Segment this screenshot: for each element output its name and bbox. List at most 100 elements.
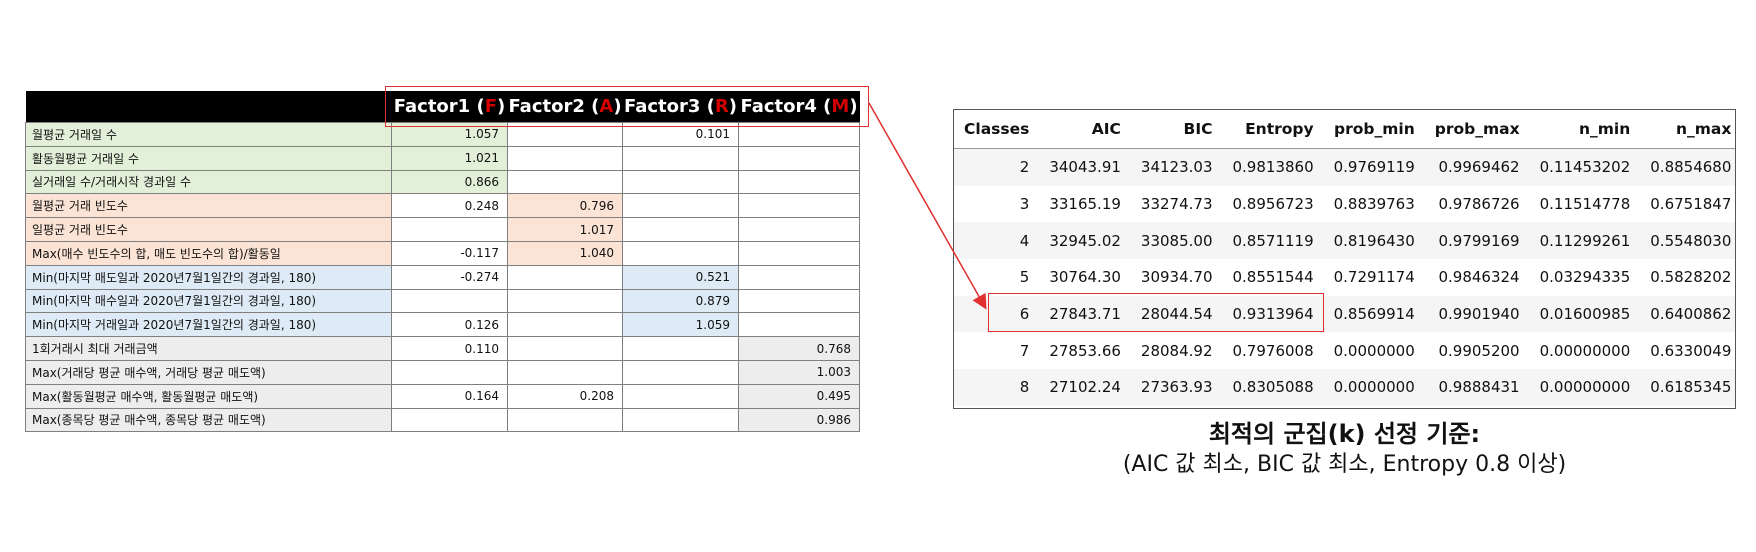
classes-cell: 0.9846324 — [1424, 259, 1530, 296]
classes-cell: 0.0000000 — [1323, 369, 1425, 406]
classes-cell: 28044.54 — [1130, 295, 1223, 333]
classes-cell: 27843.71 — [1039, 295, 1131, 333]
caption-title: 최적의 군집(k) 선정 기준: — [1208, 420, 1481, 448]
factor-loading-cell: 0.521 — [622, 264, 739, 290]
factor-row-label: Max(거래당 평균 매수액, 거래당 평균 매도액) — [25, 359, 392, 385]
classes-cell: 0.01600985 — [1529, 295, 1641, 333]
classes-cell: 27363.93 — [1130, 369, 1223, 406]
factor-table-body: 월평균 거래일 수 1.057 0.101 활동월평균 거래일 수 1.021 실거래일 … — [25, 122, 860, 433]
classes-cell: 33165.19 — [1039, 185, 1131, 223]
factor-header-4: Factor4 (M) — [738, 91, 860, 123]
factor-row-label: 실거래일 수/거래시작 경과일 수 — [25, 169, 392, 195]
factor-loading-cell: 0.768 — [738, 336, 860, 361]
factor-row-label: Max(활동월평균 매수액, 활동월평균 매도액) — [25, 383, 392, 409]
factor-row-label: Min(마지막 거래일과 2020년7월1일간의 경과일, 180) — [25, 312, 392, 338]
factor-loading-cell: 0.866 — [391, 169, 508, 195]
factor-row-label: Max(종목당 평균 매수액, 종목당 평균 매도액) — [25, 407, 392, 433]
factor-loading-cell: 1.017 — [507, 217, 623, 242]
factor-row-label: Min(마지막 매도일과 2020년7월1일간의 경과일, 180) — [25, 264, 392, 290]
factor-header-letter: F — [484, 96, 497, 117]
factor-loading-cell: -0.274 — [391, 264, 508, 290]
factor-row: Max(활동월평균 매수액, 활동월평균 매도액) 0.164 0.208 0.495 — [25, 383, 860, 409]
factor-header-suffix: ) — [728, 96, 738, 117]
factor-row: 실거래일 수/거래시작 경과일 수 0.866 — [25, 169, 860, 195]
classes-cell: 27102.24 — [1039, 369, 1131, 406]
classes-cell: 34123.03 — [1130, 148, 1223, 186]
classes-cell: 0.9969462 — [1424, 148, 1530, 186]
factor-row-label: Max(매수 빈도수의 합, 매도 빈도수의 합)/활동일 — [25, 240, 392, 266]
factor-loading-cell — [507, 288, 623, 314]
best-class-highlight — [988, 293, 1324, 332]
classes-cell: 0.00000000 — [1529, 369, 1641, 406]
factor-loading-cell: 0.110 — [391, 336, 508, 361]
classes-cell: 0.8551544 — [1222, 259, 1324, 296]
classes-cell: 34043.91 — [1039, 148, 1131, 186]
classes-table-frame: Classes AIC BIC Entropy prob_min prob_max n_mi… — [953, 109, 1736, 409]
classes-row: 2 34043.91 34123.03 0.9813860 0.9769119 0.996… — [954, 148, 1735, 186]
classes-cell: 0.5548030 — [1640, 222, 1735, 260]
classes-header-aic: AIC — [1039, 110, 1131, 149]
classes-header-entropy: Entropy — [1222, 110, 1324, 149]
classes-cell: 0.8569914 — [1323, 295, 1425, 333]
factor-header-3: Factor3 (R) — [622, 91, 739, 123]
classes-cell: 4 — [954, 222, 1040, 260]
classes-header-row: Classes AIC BIC Entropy prob_min prob_max n_mi… — [954, 110, 1735, 149]
classes-cell: 0.8854680 — [1640, 148, 1735, 186]
classes-row: 6 27843.71 28044.54 0.9313964 0.8569914 0.990… — [954, 295, 1735, 333]
classes-table-body: 2 34043.91 34123.03 0.9813860 0.9769119 0.996… — [954, 148, 1735, 406]
factor-loading-cell: 0.879 — [622, 288, 739, 314]
classes-cell: 32945.02 — [1039, 222, 1131, 260]
factor-loading-cell — [622, 169, 739, 195]
classes-row: 4 32945.02 33085.00 0.8571119 0.8196430 0.979… — [954, 222, 1735, 260]
factor-loading-cell — [391, 407, 508, 433]
classes-cell: 0.7291174 — [1323, 259, 1425, 296]
factor-row-label: 월평균 거래일 수 — [25, 122, 392, 147]
factor-loading-cell — [391, 217, 508, 242]
classes-cell: 30764.30 — [1039, 259, 1131, 296]
classes-cell: 0.9813860 — [1222, 148, 1324, 186]
classes-cell: 0.9313964 — [1222, 295, 1324, 333]
factor-header-letter: A — [599, 96, 614, 117]
classes-header-n-min: n_min — [1529, 110, 1641, 149]
classes-cell: 0.6400862 — [1640, 295, 1735, 333]
factor-row: 일평균 거래 빈도수 1.017 — [25, 217, 860, 242]
classes-cell: 8 — [954, 369, 1040, 406]
factor-loading-cell — [738, 240, 860, 266]
factor-row: 월평균 거래일 수 1.057 0.101 — [25, 122, 860, 147]
classes-cell: 0.8305088 — [1222, 369, 1324, 406]
factor-row: 월평균 거래 빈도수 0.248 0.796 — [25, 193, 860, 219]
factor-loading-cell: 1.057 — [391, 122, 508, 147]
factor-row-label: 1회거래시 최대 거래금액 — [25, 336, 392, 361]
factor-header-prefix: Factor1 ( — [393, 96, 485, 117]
factor-row: Max(매수 빈도수의 합, 매도 빈도수의 합)/활동일 -0.117 1.040 — [25, 240, 860, 266]
factor-header-blank — [25, 91, 392, 123]
classes-cell: 0.11299261 — [1529, 222, 1641, 260]
factor-row-label: 활동월평균 거래일 수 — [25, 145, 392, 171]
factor-loading-cell — [507, 264, 623, 290]
factor-loading-cell — [507, 312, 623, 338]
classes-cell: 0.9786726 — [1424, 185, 1530, 223]
factor-header-suffix: ) — [613, 96, 622, 117]
factor-loadings-table: Factor1 (F) Factor2 (A) Factor3 (R) Factor4… — [25, 91, 860, 433]
factor-header-letter: M — [831, 96, 850, 117]
factor-loading-cell: -0.117 — [391, 240, 508, 266]
classes-cell: 0.8839763 — [1323, 185, 1425, 223]
factor-loading-cell — [738, 264, 860, 290]
classes-cell: 0.9799169 — [1424, 222, 1530, 260]
classes-cell: 3 — [954, 185, 1040, 223]
classes-row: 3 33165.19 33274.73 0.8956723 0.8839763 0.978… — [954, 185, 1735, 223]
classes-header-n-max: n_max — [1640, 110, 1735, 149]
classes-header-prob-max: prob_max — [1424, 110, 1530, 149]
factor-header-row: Factor1 (F) Factor2 (A) Factor3 (R) Factor4… — [25, 91, 860, 123]
factor-loading-cell: 0.208 — [507, 383, 623, 409]
factor-row-label: 월평균 거래 빈도수 — [25, 193, 392, 219]
classes-cell: 0.8956723 — [1222, 185, 1324, 223]
factor-loading-cell: 1.059 — [622, 312, 739, 338]
classes-header-classes: Classes — [954, 110, 1040, 149]
classes-cell: 33085.00 — [1130, 222, 1223, 260]
classes-cell: 0.9901940 — [1424, 295, 1530, 333]
factor-row: Min(마지막 매도일과 2020년7월1일간의 경과일, 180) -0.274… — [25, 264, 860, 290]
factor-loading-cell — [738, 193, 860, 219]
selection-criteria-caption: 최적의 군집(k) 선정 기준: (AIC 값 최소, BIC 값 최소, En… — [953, 418, 1736, 480]
factor-header-prefix: Factor4 ( — [740, 96, 832, 117]
